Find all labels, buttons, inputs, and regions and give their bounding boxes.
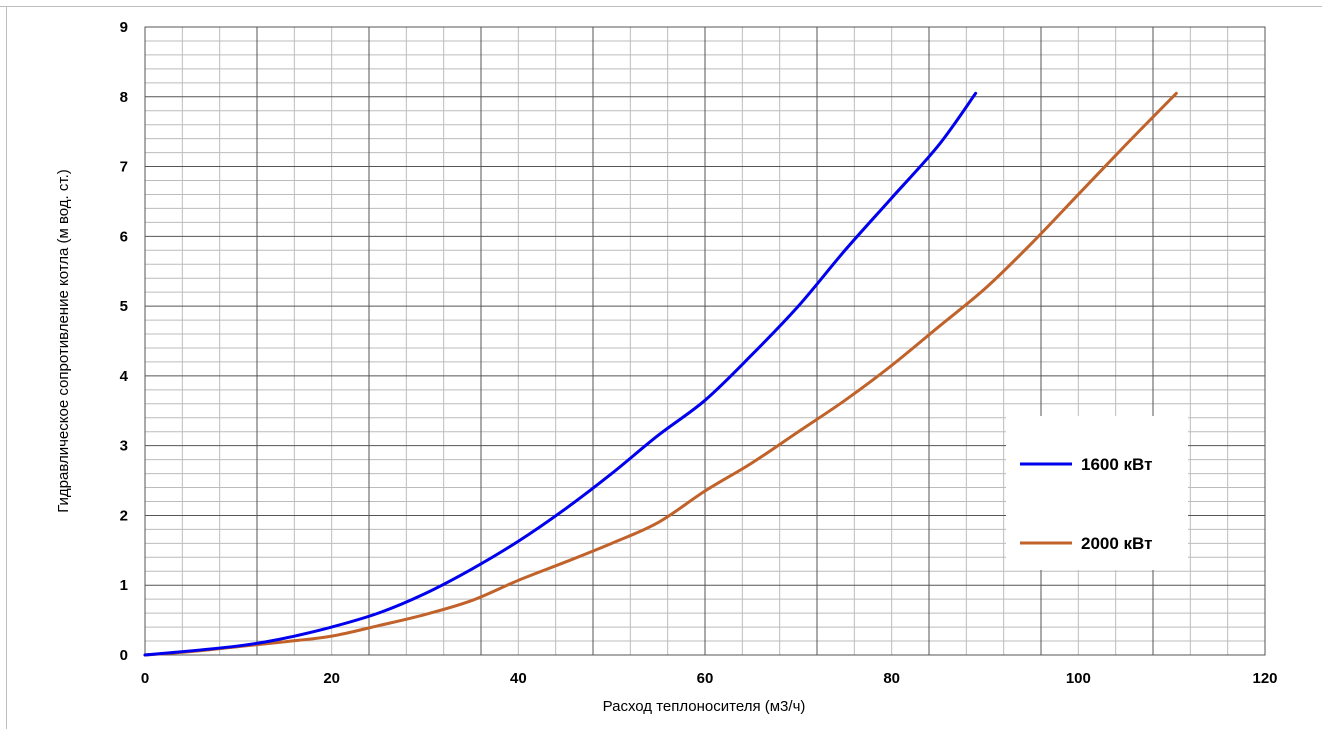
y-tick-labels: 0 1 2 3 4 5 6 7 8 9 bbox=[120, 19, 129, 664]
legend-label: 2000 кВт bbox=[1081, 534, 1152, 553]
y-tick-label: 9 bbox=[120, 19, 128, 36]
x-tick-label: 60 bbox=[697, 670, 714, 687]
y-axis-title: Гидравлическое сопротивление котла (м во… bbox=[55, 169, 72, 513]
x-axis-title: Расход теплоносителя (м3/ч) bbox=[603, 698, 806, 715]
y-tick-label: 0 bbox=[120, 647, 128, 664]
series-line-0 bbox=[143, 91, 978, 657]
x-tick-label: 20 bbox=[323, 670, 340, 687]
y-tick-label: 2 bbox=[120, 507, 128, 524]
x-tick-label: 120 bbox=[1252, 670, 1277, 687]
legend: 1600 кВт 2000 кВт bbox=[1006, 416, 1188, 570]
legend-label: 1600 кВт bbox=[1081, 455, 1152, 474]
grid-minor bbox=[145, 27, 1265, 655]
plot-area-border bbox=[144, 26, 1266, 656]
grid-major bbox=[145, 27, 1265, 655]
frame-left-border bbox=[6, 6, 7, 729]
y-tick-label: 8 bbox=[120, 89, 128, 106]
x-tick-label: 40 bbox=[510, 670, 527, 687]
plot-border bbox=[144, 26, 1266, 656]
x-tick-label: 0 bbox=[141, 670, 149, 687]
series-line-1 bbox=[143, 91, 1178, 657]
x-tick-labels: 0 20 40 60 80 100 120 bbox=[141, 670, 1278, 687]
x-tick-label: 80 bbox=[883, 670, 900, 687]
frame-top-border bbox=[0, 6, 1322, 7]
x-tick-label: 100 bbox=[1066, 670, 1091, 687]
y-tick-label: 5 bbox=[120, 298, 128, 315]
y-tick-label: 6 bbox=[120, 228, 128, 245]
series-lines bbox=[143, 91, 1178, 657]
y-tick-label: 4 bbox=[120, 368, 129, 385]
y-tick-label: 3 bbox=[120, 438, 128, 455]
y-tick-label: 1 bbox=[120, 577, 128, 594]
y-tick-label: 7 bbox=[120, 159, 128, 176]
